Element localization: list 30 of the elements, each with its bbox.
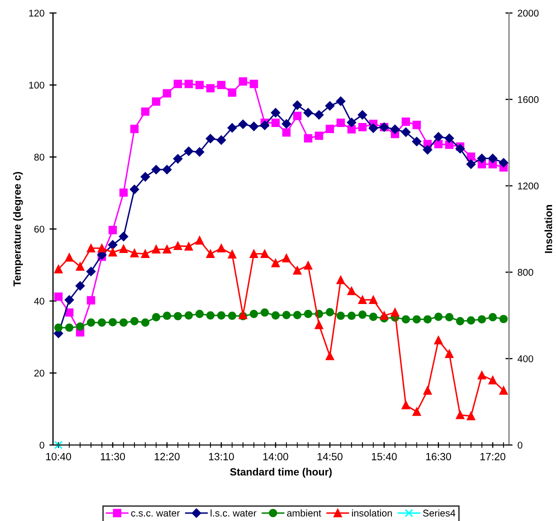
y2-tick-label: 1200 (518, 182, 539, 190)
y2-tick-label: 400 (518, 355, 534, 362)
y2-tick-label: 1600 (518, 96, 539, 104)
legend-label: ambient (287, 509, 322, 517)
y-tick-label: 60 (34, 226, 44, 233)
legend-label: insolation (352, 509, 392, 517)
y-axis-title: Temperature (degree c) (13, 172, 23, 286)
x-tick-label: 13:10 (209, 452, 234, 460)
x-tick-label: 17:20 (480, 452, 506, 460)
legend-label: l.s.c. water (210, 509, 256, 517)
x-tick-label: 12:20 (154, 452, 180, 460)
legend-label: c.s.c. water (131, 510, 180, 517)
y-tick-label: 40 (34, 298, 44, 305)
x-tick-label: 14:50 (318, 452, 342, 460)
y2-tick-label: 0 (518, 442, 522, 449)
x-tick-label: 11:30 (100, 452, 125, 460)
y-tick-label: 80 (34, 154, 44, 161)
x-tick-label: 16:30 (426, 452, 452, 460)
y2-axis-title: Insolation (544, 205, 552, 253)
x-tick-label: 10:40 (46, 452, 72, 460)
y-tick-label: 20 (34, 370, 44, 377)
y-tick-label: 100 (29, 82, 44, 89)
x-axis-title: Standard time (hour) (230, 468, 332, 478)
y-tick-label: 120 (29, 10, 44, 17)
x-tick-label: 15:40 (372, 452, 397, 460)
y-tick-label: 0 (40, 442, 44, 449)
y2-tick-label: 2000 (518, 10, 539, 17)
y2-tick-label: 800 (518, 268, 534, 276)
x-tick-label: 14:00 (263, 452, 288, 460)
legend-label: Series4 (423, 509, 456, 517)
